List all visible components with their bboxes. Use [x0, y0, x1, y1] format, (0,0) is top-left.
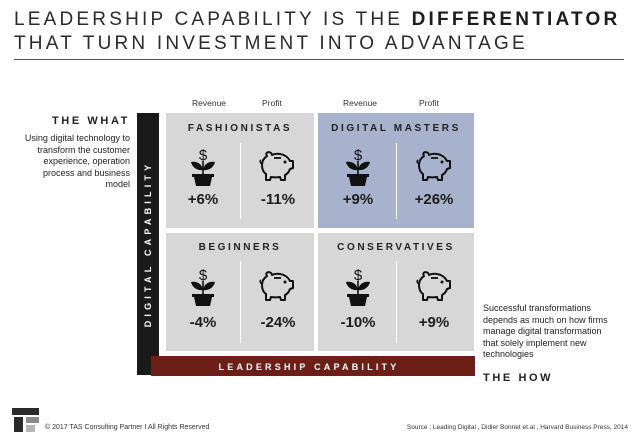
quadrant-fashionistas: FASHIONISTAS +6% -11% [166, 113, 314, 228]
quadrant-beginners: BEGINNERS -4% -24% [166, 233, 314, 351]
profit-value: +9% [418, 314, 450, 331]
page-title: LEADERSHIP CAPABILITY IS THE DIFFERENTIA… [14, 8, 620, 56]
profit-value: +26% [414, 191, 454, 208]
quadrant-divider [396, 261, 397, 343]
source-citation: Source : Leading Digital , Didier Bonnet… [406, 424, 628, 431]
revenue-value: +9% [342, 191, 374, 208]
money-plant-icon [340, 266, 376, 306]
quadrant-name: FASHIONISTAS [187, 123, 293, 134]
piggy-bank-icon [259, 146, 295, 186]
axis-arrow-tip [463, 356, 475, 376]
piggy-bank-icon [416, 146, 452, 186]
piggy-bank-icon [259, 266, 295, 306]
revenue-value: +6% [187, 191, 219, 208]
column-header-profit-left: Profit [262, 98, 282, 108]
money-plant-icon [185, 266, 221, 306]
piggy-bank-icon [416, 266, 452, 306]
quadrant-divider [240, 261, 241, 343]
quadrant-name: DIGITAL MASTERS [331, 123, 461, 134]
title-line-2: THAT TURN INVESTMENT INTO ADVANTAGE [14, 33, 528, 54]
money-plant-icon [340, 146, 376, 186]
what-description: Using digital technology to transform th… [24, 133, 130, 189]
column-header-revenue-right: Revenue [343, 98, 378, 108]
how-description: Successful transformations depends as mu… [483, 303, 608, 359]
revenue-value: -4% [189, 314, 217, 331]
quadrant-divider [240, 143, 241, 219]
digital-capability-axis [137, 113, 159, 375]
how-heading: THE HOW [483, 372, 554, 384]
title-divider [14, 59, 624, 60]
money-plant-icon [185, 146, 221, 186]
quadrant-conservatives: CONSERVATIVES -10% +9% [318, 233, 474, 351]
profit-value: -24% [260, 314, 296, 331]
leadership-capability-axis [151, 356, 475, 376]
column-header-revenue-left: Revenue [192, 98, 227, 108]
title-emphasis: DIFFERENTIATOR [411, 9, 621, 30]
quadrant-divider [396, 143, 397, 219]
revenue-value: -10% [340, 314, 376, 331]
leadership-capability-label: LEADERSHIP CAPABILITY [218, 362, 400, 372]
company-logo [12, 408, 39, 432]
title-line-1-prefix: LEADERSHIP CAPABILITY IS THE [14, 9, 412, 30]
digital-capability-label: DIGITAL CAPABILITY [143, 160, 153, 328]
quadrant-name: BEGINNERS [198, 242, 282, 253]
quadrant-name: CONSERVATIVES [337, 242, 455, 253]
what-heading: THE WHAT [51, 115, 130, 127]
profit-value: -11% [260, 191, 296, 208]
column-header-profit-right: Profit [419, 98, 439, 108]
title-line-1: LEADERSHIP CAPABILITY IS THE DIFFERENTIA… [14, 8, 620, 32]
quadrant-digital-masters: DIGITAL MASTERS +9% +26% [318, 113, 474, 228]
copyright-text: © 2017 TAS Consulting Partner I All Righ… [45, 424, 210, 431]
